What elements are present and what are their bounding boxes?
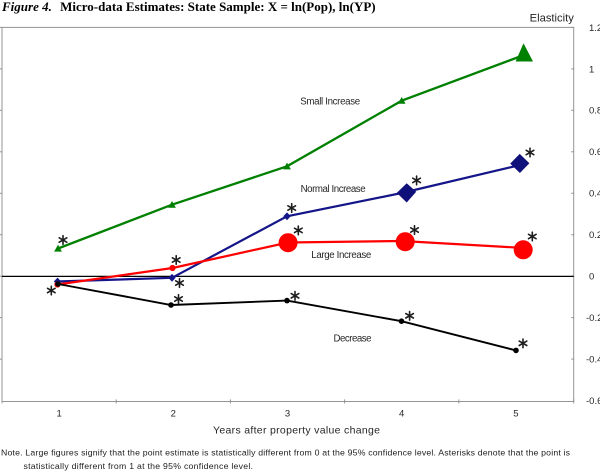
- svg-text:5: 5: [513, 409, 518, 420]
- svg-text:0.6: 0.6: [589, 147, 600, 158]
- svg-text:0.8: 0.8: [589, 106, 600, 117]
- svg-text:0.2: 0.2: [589, 230, 600, 241]
- svg-text:Large Increase: Large Increase: [311, 250, 371, 261]
- svg-text:Figure 4. Micro-data Estimates: Figure 4. Micro-data Estimates: State Sa…: [1, 0, 376, 14]
- svg-text:Small Increase: Small Increase: [300, 97, 360, 108]
- svg-text:0: 0: [589, 272, 594, 283]
- svg-text:2: 2: [171, 409, 176, 420]
- svg-text:statistically different from 1: statistically different from 1 at the 95…: [24, 461, 254, 471]
- svg-text:1: 1: [589, 64, 594, 75]
- svg-text:Normal Increase: Normal Increase: [301, 184, 366, 195]
- svg-text:Years after property value cha: Years after property value change: [213, 425, 380, 437]
- svg-text:-0.4: -0.4: [586, 355, 600, 366]
- svg-text:1: 1: [56, 409, 61, 420]
- svg-text:-0.6: -0.6: [586, 396, 600, 407]
- svg-text:0.4: 0.4: [589, 189, 600, 200]
- svg-text:4: 4: [399, 409, 404, 420]
- svg-text:Note. Large figures signify th: Note. Large figures signify that the poi…: [1, 448, 571, 458]
- svg-text:1.2: 1.2: [589, 23, 600, 34]
- svg-text:Elasticity: Elasticity: [530, 12, 575, 24]
- svg-text:-0.2: -0.2: [586, 313, 600, 324]
- svg-text:3: 3: [285, 409, 290, 420]
- svg-text:Decrease: Decrease: [334, 334, 372, 345]
